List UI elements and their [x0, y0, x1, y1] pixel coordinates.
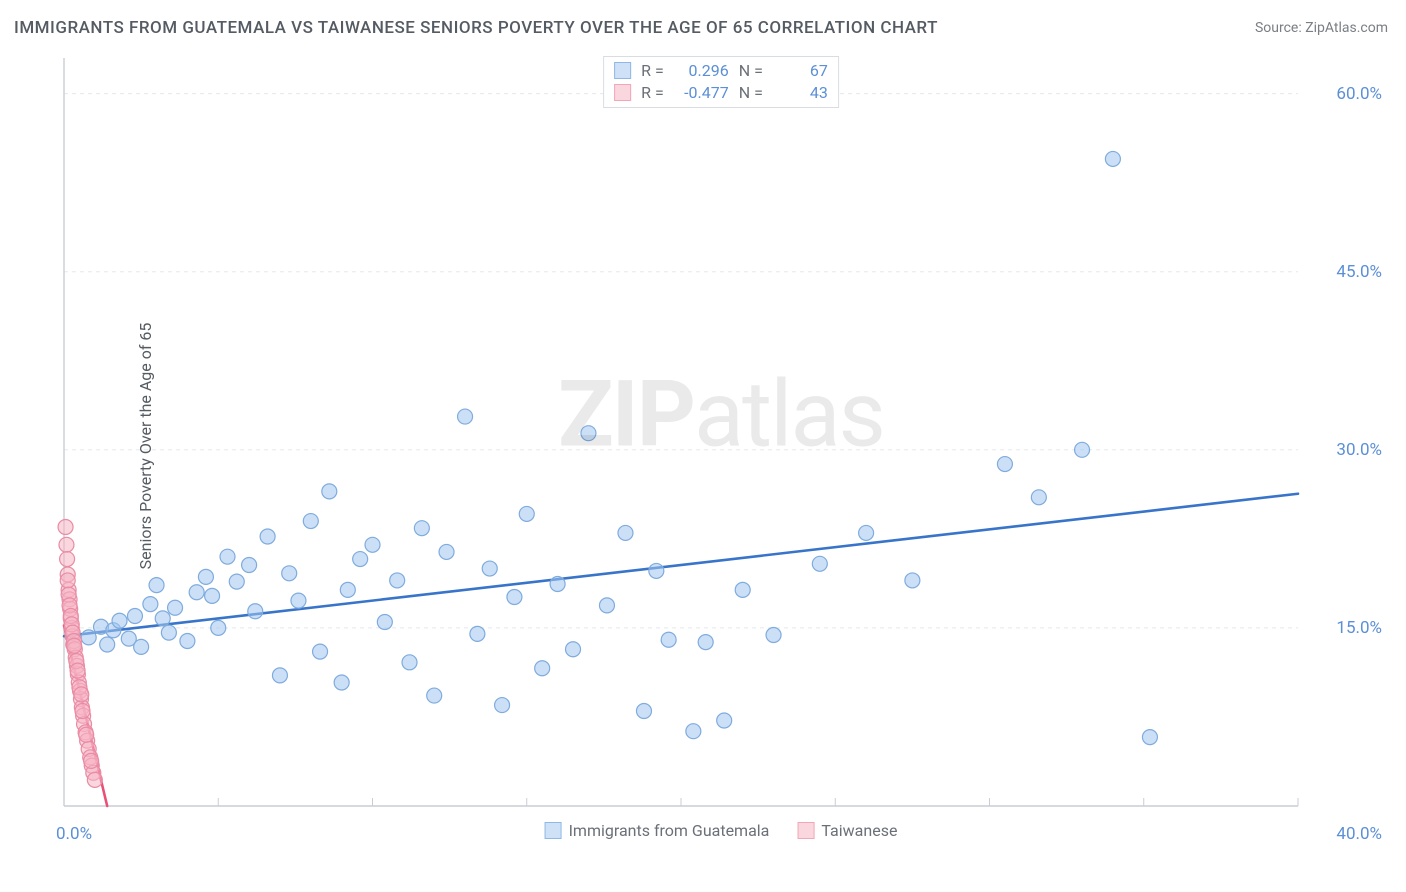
plot-area: ZIPatlas R = 0.296 N = 67 R = -0.477 N =…: [56, 52, 1386, 842]
y-tick-label: 60.0%: [1336, 84, 1382, 104]
scatter-chart-svg: [56, 52, 1386, 842]
n-value: 67: [773, 60, 828, 82]
n-value: 43: [773, 82, 828, 104]
legend-item: Taiwanese: [797, 821, 897, 840]
correlation-legend: R = 0.296 N = 67 R = -0.477 N = 43: [603, 56, 839, 108]
legend-swatch: [614, 84, 631, 101]
legend-swatch: [797, 822, 814, 839]
r-label: R =: [641, 82, 664, 104]
r-value: -0.477: [674, 82, 729, 104]
series-legend: Immigrants from Guatemala Taiwanese: [545, 821, 898, 840]
x-origin-label: 0.0%: [56, 824, 92, 844]
n-label: N =: [739, 82, 763, 104]
x-max-label: 40.0%: [1336, 824, 1382, 844]
legend-row: R = -0.477 N = 43: [614, 82, 828, 104]
source-attribution: Source: ZipAtlas.com: [1255, 20, 1388, 36]
legend-swatch: [545, 822, 562, 839]
legend-swatch: [614, 62, 631, 79]
y-tick-label: 45.0%: [1336, 262, 1382, 282]
n-label: N =: [739, 60, 763, 82]
legend-label: Immigrants from Guatemala: [569, 821, 770, 840]
legend-row: R = 0.296 N = 67: [614, 60, 828, 82]
source-label: Source:: [1255, 20, 1305, 36]
r-label: R =: [641, 60, 664, 82]
legend-label: Taiwanese: [821, 821, 897, 840]
r-value: 0.296: [674, 60, 729, 82]
source-value: ZipAtlas.com: [1305, 20, 1388, 36]
chart-title: IMMIGRANTS FROM GUATEMALA VS TAIWANESE S…: [14, 18, 938, 38]
legend-item: Immigrants from Guatemala: [545, 821, 770, 840]
y-tick-label: 30.0%: [1336, 440, 1382, 460]
y-tick-label: 15.0%: [1336, 618, 1382, 638]
